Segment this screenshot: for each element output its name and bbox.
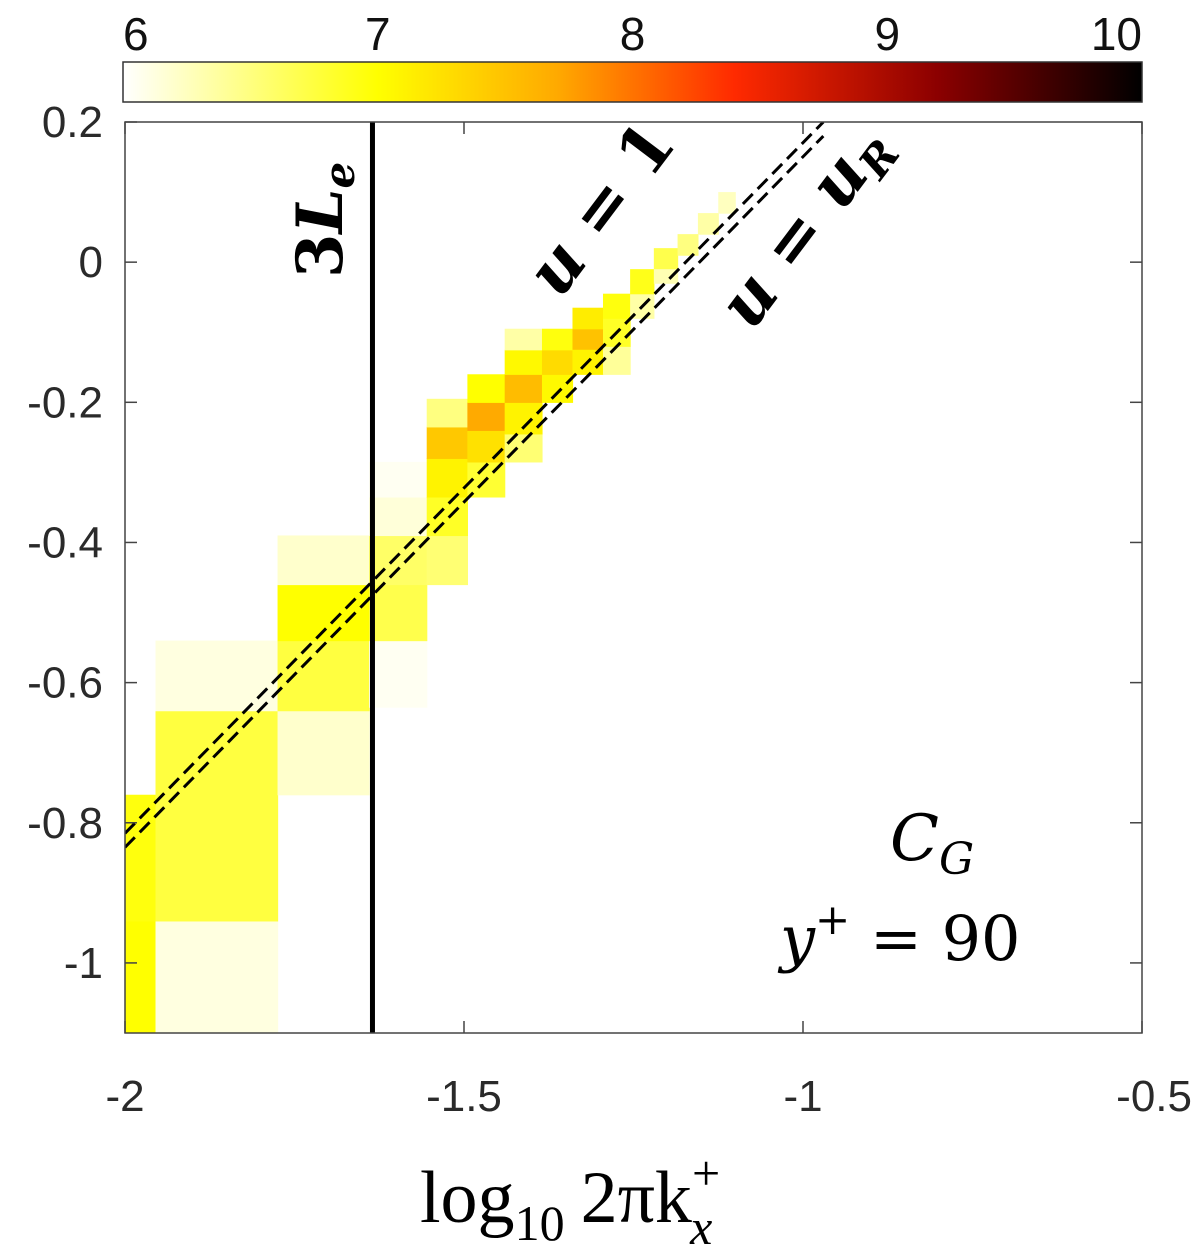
heatmap-cell [426, 535, 468, 586]
heatmap-cell [369, 461, 428, 498]
heatmap-cell [155, 640, 279, 712]
heatmap-cell [467, 430, 506, 463]
annotation-yplus-sup: + [815, 895, 850, 944]
heatmap-cell [277, 535, 370, 586]
annotation-yplus: y+ = 90 [777, 895, 1021, 975]
heatmap-cell [426, 398, 468, 428]
dashed-line-u-uR [125, 134, 825, 849]
svg-text:3Le: 3Le [283, 162, 364, 278]
colorbar-tick-label: 7 [365, 8, 391, 60]
annotation-CG: CG [890, 802, 974, 885]
heatmap-cell [467, 374, 506, 403]
x-axis-label-sub: x [689, 1199, 712, 1255]
label-3Le-num: 3 [283, 233, 358, 278]
heatmap-cell [504, 402, 543, 435]
heatmap-cell [504, 433, 543, 463]
dashed-line-u-1 [125, 122, 825, 835]
x-axis-label-base: log [420, 1157, 515, 1239]
colorbar-tick-label: 9 [874, 8, 900, 60]
heatmap-plot: -2 -1.5 -1 -0.5 0.2 0 -0.2 -0.4 -0.6 -0.8 -1 [27, 98, 1192, 1121]
label-3Le-var: L [283, 188, 358, 235]
x-axis-label-main: 2πk [581, 1157, 692, 1239]
heatmap-cell [653, 248, 679, 270]
heatmap-cell [697, 213, 719, 235]
heatmap-cell [155, 920, 279, 1033]
label-3Le-sub: e [315, 162, 364, 189]
heatmap-cell [677, 234, 699, 256]
label-3Le: 3Le [283, 162, 364, 278]
x-axis-label-subscript: 10 [515, 1195, 565, 1251]
heatmap-cell [155, 710, 279, 922]
x-axis-label-sup: + [692, 1145, 720, 1201]
x-tick-label: -2 [105, 1072, 144, 1121]
colorbar-tick-label: 8 [620, 8, 646, 60]
plot-frame [124, 121, 1143, 1034]
x-tick-label: -1 [783, 1072, 822, 1121]
annotation-yplus-main: y [777, 902, 816, 975]
heatmap-cell [630, 269, 655, 295]
x-axis-label: log10 2πk+ x [420, 1145, 720, 1255]
heatmap-cell [426, 426, 468, 459]
y-tick-label: -1 [64, 939, 103, 988]
heatmap-cell [277, 710, 370, 796]
y-tick-label: 0 [79, 238, 103, 287]
x-tick-label: -0.5 [1116, 1072, 1192, 1121]
colorbar-gradient [122, 61, 1143, 103]
heatmap-cell [467, 402, 506, 431]
y-tick-label: -0.4 [27, 518, 103, 567]
heatmap-cell [369, 640, 428, 708]
heatmap-cell [572, 307, 604, 330]
annotation-CG-main: C [890, 802, 939, 876]
colorbar: 6 7 8 9 10 [122, 8, 1143, 103]
heatmap-cell [504, 349, 543, 375]
heatmap-cell [369, 584, 428, 642]
heatmap-cell [653, 269, 679, 284]
heatmap-cell [504, 328, 543, 351]
y-tick-label: -0.6 [27, 659, 103, 708]
x-tick-label: -1.5 [426, 1072, 502, 1121]
heatmap-cell [718, 192, 736, 214]
heatmap-cell [426, 458, 468, 498]
heatmap-cell [426, 496, 468, 537]
annotation-CG-sub: G [939, 834, 974, 885]
colorbar-tick-label: 6 [123, 8, 149, 60]
y-tick-label: -0.2 [27, 378, 103, 427]
heatmap-cell [504, 374, 543, 403]
heatmap-cell [541, 349, 574, 375]
heatmap-cell [572, 328, 604, 351]
heatmap-cell [602, 346, 631, 375]
heatmap-cell [125, 794, 157, 922]
heatmap-cell [125, 920, 157, 1033]
annotation-yplus-rest: = 90 [850, 902, 1020, 975]
y-tick-label: -0.8 [27, 799, 103, 848]
heatmap-cell [541, 374, 574, 403]
colorbar-tick-label: 10 [1091, 8, 1142, 60]
heatmap-cell [602, 293, 631, 319]
heatmap-cell [369, 496, 428, 537]
heatmap-cell [541, 328, 574, 351]
y-tick-label: 0.2 [42, 98, 103, 147]
